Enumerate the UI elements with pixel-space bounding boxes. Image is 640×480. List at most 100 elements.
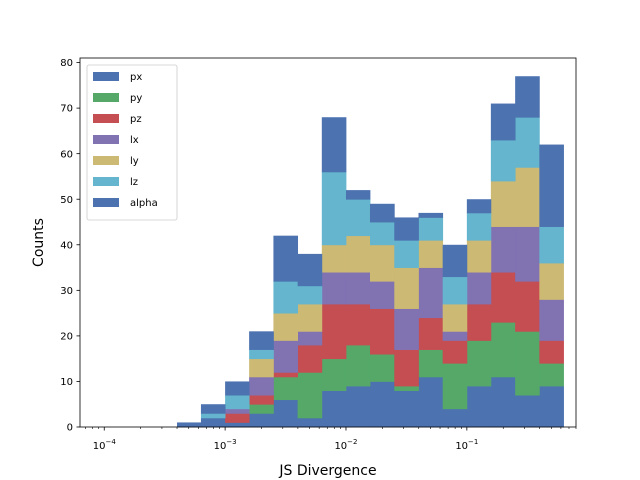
series-lz <box>200 117 564 419</box>
bar-alpha-bin-14 <box>515 76 540 118</box>
bar-lz-bin-5 <box>297 285 323 305</box>
legend-item-alpha: alpha <box>93 198 158 209</box>
bar-lz-bin-8 <box>369 222 395 246</box>
bar-lz-bin-6 <box>321 171 347 246</box>
bar-lx-bin-13 <box>490 226 516 273</box>
bar-pz-bin-3 <box>249 395 274 405</box>
bar-ly-bin-14 <box>515 167 540 227</box>
y-tick-label: 30 <box>60 286 73 297</box>
bar-px-bin-4 <box>273 399 299 428</box>
bar-ly-bin-10 <box>418 240 444 268</box>
bar-lz-bin-2 <box>225 395 250 410</box>
bar-alpha-bin-7 <box>345 190 371 200</box>
legend-swatch <box>93 93 119 102</box>
legend-label: lz <box>130 177 138 188</box>
bar-ly-bin-11 <box>442 304 468 332</box>
bar-alpha-bin-10 <box>418 212 444 218</box>
bar-alpha-bin-6 <box>321 117 347 173</box>
bar-lz-bin-14 <box>515 117 540 168</box>
y-tick-label: 20 <box>60 331 73 342</box>
bar-px-bin-3 <box>249 413 274 428</box>
bar-py-bin-10 <box>418 349 444 378</box>
bar-px-bin-7 <box>345 386 371 428</box>
legend-swatch <box>93 156 119 165</box>
bar-ly-bin-7 <box>345 235 371 273</box>
bar-alpha-bin-8 <box>369 203 395 223</box>
bar-pz-bin-2 <box>225 413 250 423</box>
bar-lx-bin-12 <box>466 272 492 305</box>
bar-px-bin-1 <box>200 417 226 428</box>
bar-ly-bin-6 <box>321 244 347 273</box>
legend-item-lx: lx <box>93 135 139 146</box>
bar-ly-bin-4 <box>273 313 299 341</box>
legend-item-pz: pz <box>93 114 142 125</box>
series-py <box>249 322 564 419</box>
bar-lx-bin-5 <box>297 331 323 346</box>
bar-pz-bin-5 <box>297 345 323 373</box>
plot-frame <box>79 57 577 428</box>
bar-py-bin-13 <box>490 322 516 378</box>
bar-py-bin-15 <box>539 363 564 387</box>
bar-pz-bin-9 <box>394 349 419 387</box>
bar-lz-bin-13 <box>490 140 516 182</box>
legend-item-ly: ly <box>93 156 139 167</box>
legend-swatch <box>93 177 119 186</box>
bar-px-bin-12 <box>466 386 492 428</box>
series-alpha <box>200 76 564 414</box>
bar-px-bin-15 <box>539 386 564 428</box>
bar-py-bin-12 <box>466 340 492 387</box>
bar-py-bin-9 <box>394 386 419 391</box>
bar-py-bin-8 <box>369 354 395 382</box>
y-tick-label: 40 <box>60 240 73 251</box>
x-tick-label: 10−3 <box>214 438 237 452</box>
bar-ly-bin-5 <box>297 304 323 332</box>
bar-px-bin-13 <box>490 376 516 428</box>
y-tick-label: 60 <box>60 149 73 160</box>
bar-py-bin-7 <box>345 345 371 387</box>
x-tick-label: 10−2 <box>334 438 357 452</box>
bar-lx-bin-15 <box>539 299 564 341</box>
bar-alpha-bin-15 <box>539 144 564 227</box>
bar-lz-bin-9 <box>394 240 419 268</box>
y-tick-label: 80 <box>60 58 73 69</box>
x-tick-label: 10−4 <box>93 438 117 452</box>
bar-px-bin-0 <box>177 422 202 428</box>
bar-ly-bin-15 <box>539 263 564 300</box>
bar-py-bin-5 <box>297 372 323 419</box>
bar-pz-bin-11 <box>442 340 468 364</box>
legend-swatch <box>93 114 119 123</box>
bar-alpha-bin-12 <box>466 199 492 214</box>
bar-lz-bin-4 <box>273 281 299 314</box>
y-tick-label: 0 <box>67 423 73 434</box>
bar-alpha-bin-13 <box>490 103 516 141</box>
bar-lz-bin-12 <box>466 212 492 241</box>
legend-label: py <box>130 93 142 104</box>
bar-lx-bin-7 <box>345 272 371 305</box>
bar-lz-bin-11 <box>442 276 468 305</box>
bar-alpha-bin-11 <box>442 244 468 278</box>
bar-lx-bin-6 <box>321 272 347 305</box>
bar-px-bin-10 <box>418 376 444 428</box>
series-pz <box>225 272 564 423</box>
bar-alpha-bin-3 <box>249 331 274 350</box>
legend-label: lx <box>130 135 139 146</box>
bar-px-bin-6 <box>321 390 347 428</box>
bar-alpha-bin-9 <box>394 217 419 241</box>
legend-label: alpha <box>130 198 158 209</box>
bar-px-bin-11 <box>442 408 468 428</box>
bar-ly-bin-9 <box>394 267 419 309</box>
bar-pz-bin-6 <box>321 304 347 360</box>
x-tick-label: 10−1 <box>455 438 478 452</box>
series-ly <box>249 167 564 378</box>
bar-lx-bin-14 <box>515 226 540 282</box>
series-px <box>177 376 564 428</box>
bar-py-bin-14 <box>515 331 540 396</box>
series-lx <box>225 226 564 414</box>
y-tick-label: 10 <box>60 377 73 388</box>
bar-alpha-bin-2 <box>225 381 250 396</box>
bar-pz-bin-8 <box>369 308 395 355</box>
bar-px-bin-8 <box>369 381 395 428</box>
histogram-bars <box>177 76 564 428</box>
bar-alpha-bin-4 <box>273 235 299 282</box>
